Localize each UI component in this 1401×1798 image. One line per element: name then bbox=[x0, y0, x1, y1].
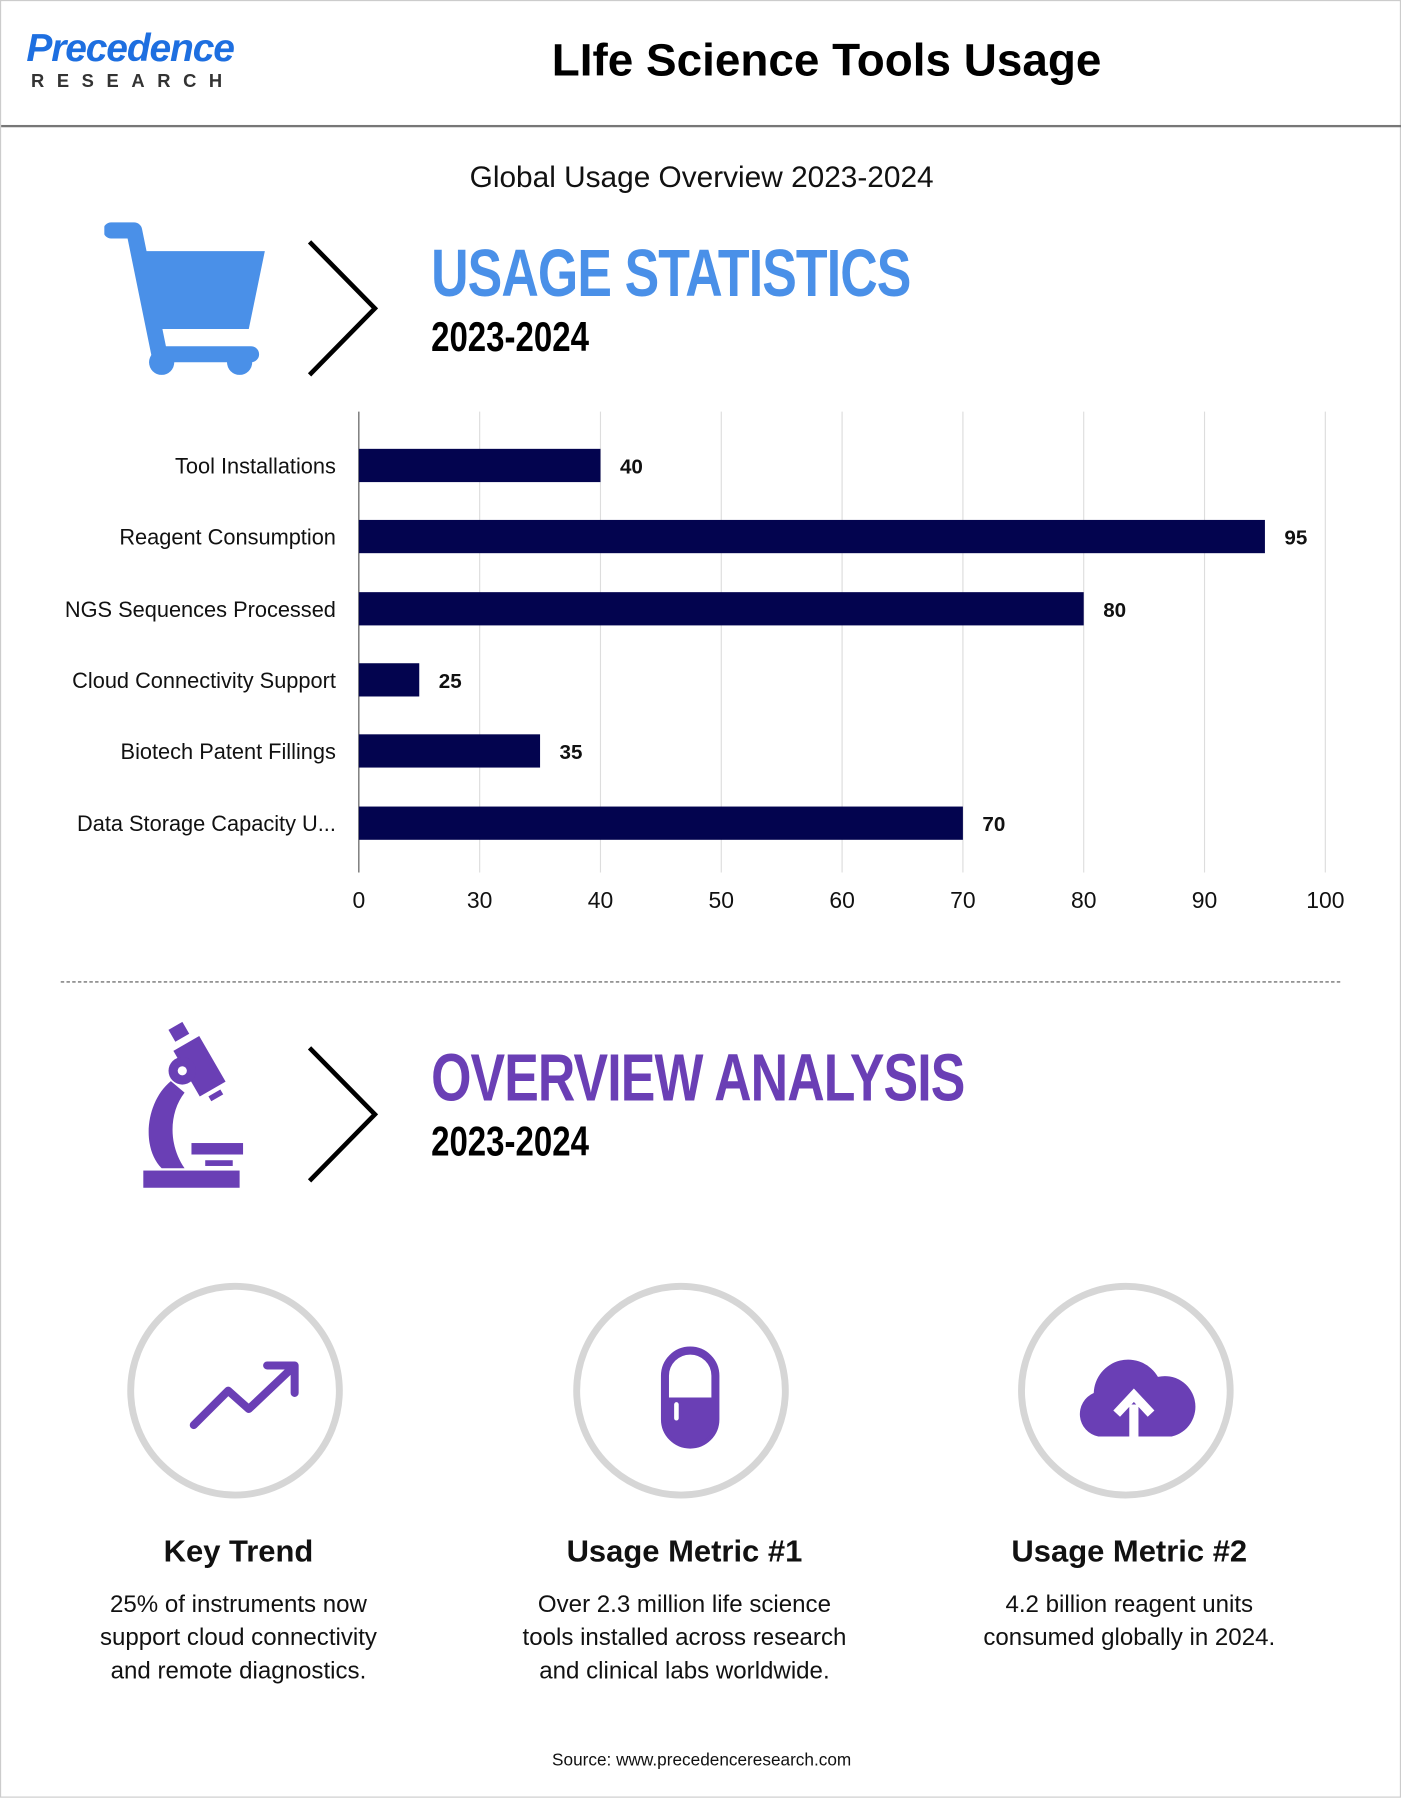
subtitle: Global Usage Overview 2023-2024 bbox=[469, 159, 934, 194]
x-tick-label: 60 bbox=[829, 887, 854, 913]
section-years: 2023-2024 bbox=[431, 1117, 589, 1165]
x-tick-label: 30 bbox=[467, 887, 492, 913]
category-label: Data Storage Capacity U... bbox=[77, 811, 336, 836]
data-label: 70 bbox=[982, 813, 1005, 836]
bar bbox=[358, 592, 1084, 626]
logo: Precedence bbox=[26, 26, 235, 71]
page-title: LIfe Science Tools Usage bbox=[551, 35, 1102, 86]
bar bbox=[358, 806, 963, 840]
logo-subtext: RESEARCH bbox=[30, 72, 235, 92]
section-heading-overview-analysis: OVERVIEW ANALYSIS bbox=[431, 1041, 965, 1116]
card-description-line: 25% of instruments now bbox=[109, 1591, 367, 1618]
cloud-upload-icon bbox=[1079, 1359, 1196, 1442]
section-heading-usage-statistics: USAGE STATISTICS bbox=[431, 236, 911, 311]
capsule-icon bbox=[660, 1346, 720, 1449]
card-description-line: consumed globally in 2024. bbox=[983, 1624, 1276, 1651]
category-label: Cloud Connectivity Support bbox=[72, 668, 336, 693]
card-description-line: Over 2.3 million life science bbox=[537, 1591, 831, 1618]
card-title: Key Trend bbox=[163, 1533, 314, 1569]
data-label: 80 bbox=[1103, 599, 1126, 622]
category-label: Reagent Consumption bbox=[119, 525, 336, 550]
shopping-cart-icon bbox=[104, 222, 265, 375]
card-icon-circle bbox=[1018, 1282, 1234, 1499]
card-description-line: and clinical labs worldwide. bbox=[539, 1657, 830, 1685]
section-years: 2023-2024 bbox=[431, 312, 589, 360]
bar bbox=[358, 519, 1265, 554]
divider bbox=[60, 981, 1341, 983]
x-tick-label: 70 bbox=[950, 887, 975, 913]
card-description-line: 4.2 billion reagent units bbox=[1005, 1591, 1254, 1618]
microscope-icon bbox=[143, 1021, 244, 1188]
data-label: 95 bbox=[1284, 527, 1307, 550]
bar bbox=[358, 448, 601, 483]
card-description-line: and remote diagnostics. bbox=[110, 1657, 367, 1685]
card-icon-circle bbox=[127, 1282, 343, 1499]
bar-chart: 0 30 40 50 60 70 80 90 100 Tool Installations 40 Re… bbox=[65, 411, 1344, 913]
bar bbox=[358, 734, 541, 768]
chevron-right-icon bbox=[307, 1046, 379, 1183]
logo-wordmark: Precedence bbox=[26, 26, 235, 70]
card-title: Usage Metric #1 bbox=[566, 1533, 803, 1569]
card-icon-circle bbox=[573, 1282, 789, 1499]
source-note: Source: www.precedenceresearch.com bbox=[552, 1750, 852, 1771]
bar bbox=[358, 663, 420, 697]
category-label: Biotech Patent Fillings bbox=[121, 739, 336, 764]
header: Precedence RESEARCH LIfe Science Tools U… bbox=[1, 1, 1401, 128]
card-title: Usage Metric #2 bbox=[1011, 1533, 1248, 1569]
x-tick-label: 80 bbox=[1071, 887, 1096, 913]
card-description-line: tools installed across research bbox=[522, 1624, 847, 1651]
data-label: 25 bbox=[439, 670, 462, 693]
x-tick-label: 50 bbox=[709, 887, 734, 913]
category-label: NGS Sequences Processed bbox=[65, 597, 336, 622]
card-description-line: support cloud connectivity bbox=[99, 1624, 377, 1651]
data-label: 40 bbox=[620, 455, 643, 478]
x-tick-label: 40 bbox=[588, 887, 613, 913]
data-label: 35 bbox=[560, 741, 583, 764]
chevron-right-icon bbox=[307, 240, 379, 377]
x-tick-label: 100 bbox=[1306, 887, 1344, 913]
category-label: Tool Installations bbox=[175, 453, 336, 478]
trend-up-icon bbox=[189, 1361, 299, 1430]
x-tick-label: 0 bbox=[352, 887, 365, 913]
x-tick-label: 90 bbox=[1192, 887, 1217, 913]
